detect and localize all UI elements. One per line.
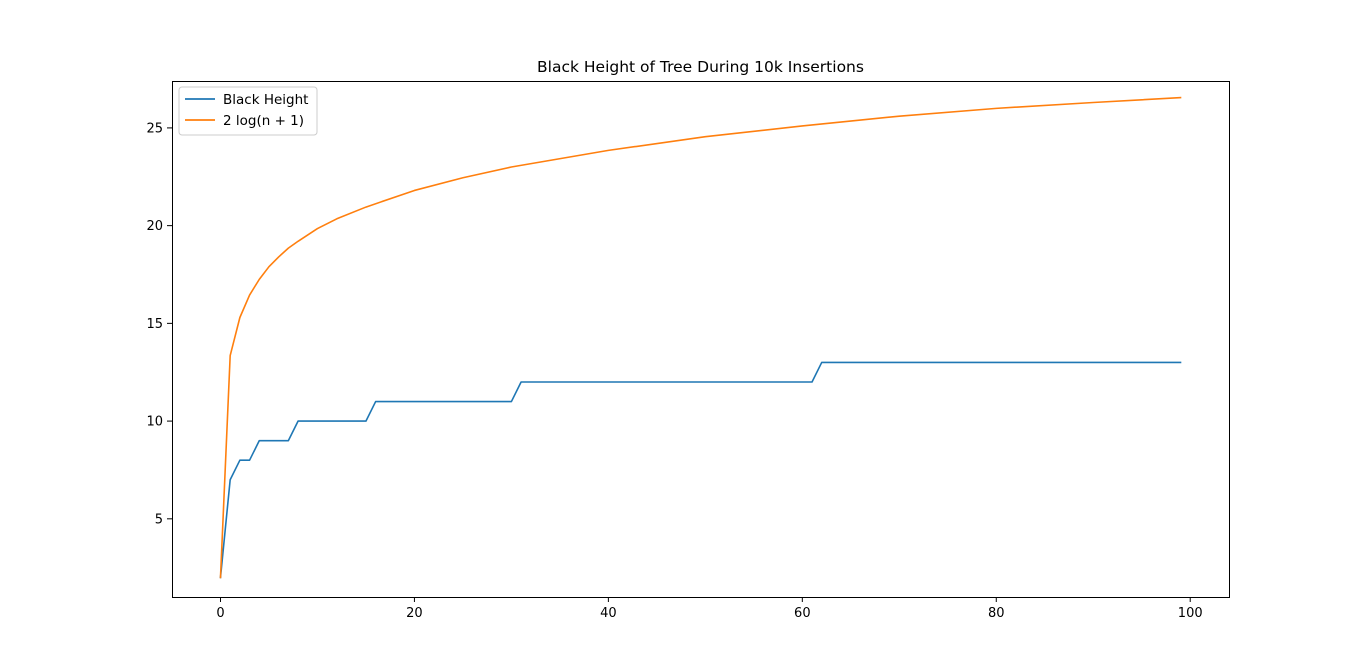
legend-label-black-height: Black Height (223, 92, 308, 108)
y-tick-label: 5 (155, 512, 163, 527)
chart-title: Black Height of Tree During 10k Insertio… (537, 58, 864, 76)
series-line-2-log-n-plus-1 (219, 96, 1182, 579)
x-tick-label: 60 (794, 606, 811, 621)
y-tick-label: 10 (146, 415, 163, 430)
x-tick-label: 80 (988, 606, 1005, 621)
plot-series-layer (219, 96, 1182, 579)
y-axis: 5 10 15 20 25 (146, 121, 172, 527)
series-line-black-height (219, 361, 1182, 579)
x-tick-label: 0 (216, 606, 224, 621)
y-tick-label: 25 (146, 121, 163, 136)
legend-label-2-log-n-plus-1: 2 log(n + 1) (223, 113, 304, 129)
legend: Black Height 2 log(n + 1) (178, 86, 318, 136)
plot-area-frame (172, 81, 1230, 598)
x-tick-label: 100 (1178, 606, 1203, 621)
x-tick-label: 40 (600, 606, 617, 621)
y-tick-label: 20 (146, 219, 163, 234)
x-tick-label: 20 (406, 606, 423, 621)
y-tick-label: 15 (146, 317, 163, 332)
x-axis: 0 20 40 60 80 100 (216, 597, 1203, 621)
